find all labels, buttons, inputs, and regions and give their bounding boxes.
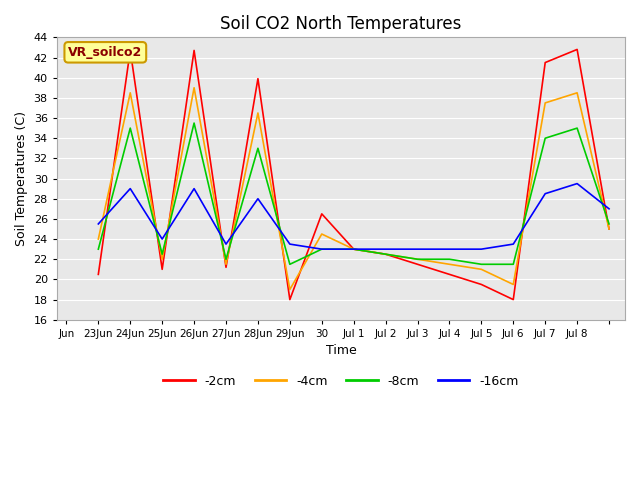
X-axis label: Time: Time	[326, 344, 356, 357]
Title: Soil CO2 North Temperatures: Soil CO2 North Temperatures	[220, 15, 461, 33]
Text: VR_soilco2: VR_soilco2	[68, 46, 143, 59]
Legend: -2cm, -4cm, -8cm, -16cm: -2cm, -4cm, -8cm, -16cm	[158, 370, 524, 393]
Y-axis label: Soil Temperatures (C): Soil Temperatures (C)	[15, 111, 28, 246]
